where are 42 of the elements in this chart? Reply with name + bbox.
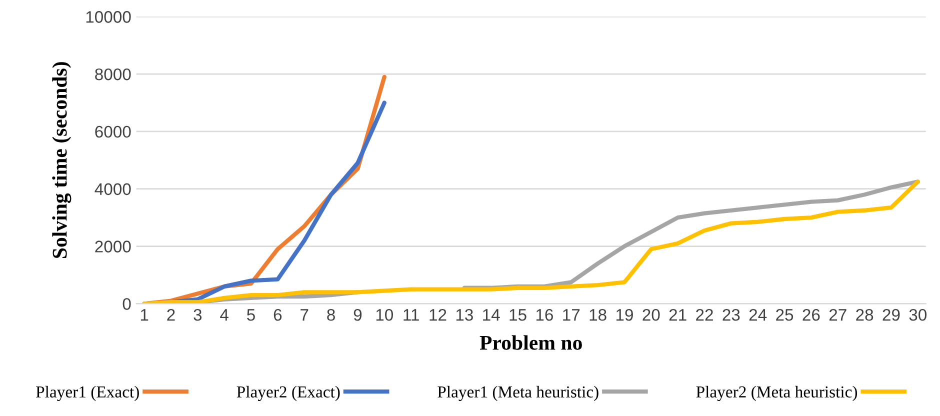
x-tick-label: 8 [327, 308, 335, 321]
y-tick-label: 2000 [95, 240, 131, 252]
y-tick-label: 10000 [86, 11, 131, 23]
x-tick-label: 14 [483, 309, 500, 321]
x-tick-label: 20 [642, 308, 660, 321]
y-tick-label: 0 [122, 298, 131, 310]
y-axis-title: Solving time (seconds) [52, 62, 72, 258]
x-tick-label: 12 [430, 308, 446, 321]
x-tick-label: 2 [167, 308, 175, 321]
x-tick-label: 10 [376, 308, 393, 321]
x-tick-label: 25 [776, 308, 794, 321]
x-tick-label: 30 [909, 308, 927, 321]
x-tick-label: 6 [274, 308, 282, 321]
legend-label: Player1 (Exact) [36, 386, 139, 401]
x-tick-label: 22 [696, 308, 713, 321]
x-tick-label: 21 [669, 308, 686, 321]
x-tick-label: 16 [536, 308, 553, 321]
x-tick-label: 19 [616, 308, 633, 321]
x-tick-label: 24 [749, 308, 767, 321]
x-tick-label: 23 [722, 308, 740, 321]
x-tick-label: 3 [194, 308, 202, 321]
x-tick-label: 11 [404, 309, 419, 321]
x-axis-title: Problem no [480, 335, 582, 350]
x-tick-label: 15 [510, 309, 526, 321]
legend-label: Player2 (Meta heuristic) [696, 386, 858, 401]
y-tick-label: 8000 [95, 68, 131, 80]
x-tick-label: 4 [220, 309, 228, 321]
y-tick-label: 4000 [94, 183, 131, 196]
x-tick-label: 9 [354, 308, 362, 321]
x-tick-label: 13 [456, 308, 473, 321]
x-tick-label: 27 [829, 308, 846, 321]
x-tick-label: 28 [856, 308, 874, 321]
legend-label: Player1 (Meta heuristic) [438, 386, 598, 401]
x-tick-label: 1 [140, 309, 148, 321]
y-tick-label: 6000 [95, 126, 131, 138]
legend-label: Player2 (Exact) [236, 386, 340, 401]
x-tick-label: 5 [247, 309, 255, 321]
x-tick-label: 7 [300, 309, 308, 321]
x-tick-label: 18 [590, 308, 606, 321]
x-tick-label: 26 [802, 308, 820, 321]
x-tick-label: 29 [882, 308, 900, 321]
x-tick-label: 17 [563, 309, 580, 321]
